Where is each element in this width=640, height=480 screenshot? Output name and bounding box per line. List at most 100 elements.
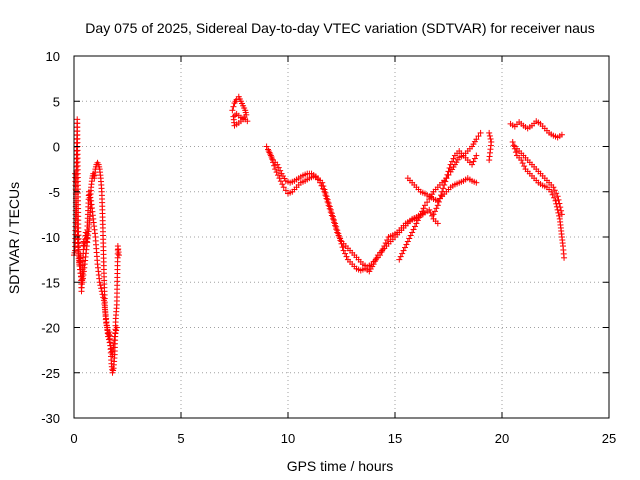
- data-point: [275, 164, 282, 171]
- data-point: [98, 285, 105, 292]
- data-point: [433, 205, 440, 212]
- data-point: [312, 173, 319, 180]
- data-point: [372, 258, 379, 265]
- data-point: [557, 204, 564, 211]
- y-axis-label: SDTVAR / TECUs: [6, 182, 22, 294]
- data-point: [314, 176, 321, 183]
- data-point: [267, 151, 274, 158]
- data-point: [99, 291, 106, 298]
- data-point: [435, 198, 442, 205]
- data-point: [343, 253, 350, 260]
- data-point: [429, 212, 436, 219]
- data-point: [321, 188, 328, 195]
- data-point: [436, 195, 443, 202]
- data-point: [105, 336, 112, 343]
- data-point: [447, 161, 454, 168]
- data-point: [434, 220, 441, 227]
- data-point: [510, 142, 517, 149]
- data-point: [421, 202, 428, 209]
- data-point: [410, 226, 417, 233]
- data-point: [277, 167, 284, 174]
- data-point: [556, 200, 563, 207]
- data-point: [558, 207, 565, 214]
- data-point: [473, 152, 480, 159]
- axis-ticks: [73, 55, 610, 419]
- data-point: [440, 185, 447, 192]
- data-point: [230, 103, 237, 110]
- y-tick-label: 10: [46, 49, 60, 64]
- data-point: [552, 197, 559, 204]
- data-point: [554, 193, 561, 200]
- data-point: [550, 184, 557, 191]
- data-point: [553, 190, 560, 197]
- y-tick-label: -25: [41, 366, 60, 381]
- data-point: [274, 161, 281, 168]
- data-point: [282, 187, 289, 194]
- data-point: [272, 166, 279, 173]
- data-point: [334, 229, 341, 236]
- data-point: [419, 208, 426, 215]
- data-point: [434, 202, 441, 209]
- x-tick-labels: 0 5 10 15 20 25: [70, 431, 616, 446]
- data-point: [326, 205, 333, 212]
- data-point: [271, 162, 278, 169]
- data-point: [431, 208, 438, 215]
- data-point: [340, 247, 347, 254]
- data-points: [71, 93, 568, 376]
- data-point: [442, 178, 449, 185]
- data-point: [244, 118, 251, 125]
- data-point: [404, 238, 411, 245]
- data-point: [273, 169, 280, 176]
- data-point: [512, 149, 519, 156]
- y-tick-label: 5: [53, 94, 60, 109]
- data-point: [396, 256, 403, 263]
- data-point: [473, 136, 480, 143]
- data-point: [113, 327, 120, 334]
- data-point: [486, 129, 493, 136]
- data-point: [379, 246, 386, 253]
- data-point: [473, 179, 480, 186]
- data-point: [339, 244, 346, 251]
- data-point: [105, 333, 112, 340]
- data-point: [487, 135, 494, 142]
- data-point: [521, 163, 528, 170]
- data-point: [441, 181, 448, 188]
- data-point: [319, 185, 326, 192]
- y-tick-label: -10: [41, 230, 60, 245]
- data-point: [486, 157, 493, 164]
- data-point: [420, 205, 427, 212]
- data-point: [430, 211, 437, 218]
- data-point: [486, 132, 493, 139]
- x-tick-label: 25: [602, 431, 616, 446]
- data-point: [377, 252, 384, 259]
- data-point: [332, 222, 339, 229]
- data-point: [554, 206, 561, 213]
- data-point: [551, 187, 558, 194]
- data-point: [328, 212, 335, 219]
- data-point: [556, 212, 563, 219]
- y-tick-label: -15: [41, 275, 60, 290]
- data-point: [97, 282, 104, 289]
- data-point: [337, 235, 344, 242]
- data-point: [265, 148, 272, 155]
- data-point: [475, 133, 482, 140]
- y-tick-label: -30: [41, 411, 60, 426]
- data-point: [382, 240, 389, 247]
- data-point: [322, 192, 329, 199]
- data-point: [443, 175, 450, 182]
- data-point: [342, 250, 349, 257]
- data-point: [409, 229, 416, 236]
- data-point: [373, 255, 380, 262]
- data-point: [98, 288, 105, 295]
- data-point: [324, 198, 331, 205]
- x-tick-label: 10: [281, 431, 295, 446]
- data-point: [331, 219, 338, 226]
- y-tick-labels: 10 5 0 -5 -10 -15 -20 -25 -30: [41, 49, 60, 426]
- data-point: [275, 172, 282, 179]
- data-point: [115, 252, 122, 259]
- data-point: [439, 188, 446, 195]
- data-point: [407, 232, 414, 239]
- data-point: [518, 157, 525, 164]
- data-point: [411, 223, 418, 230]
